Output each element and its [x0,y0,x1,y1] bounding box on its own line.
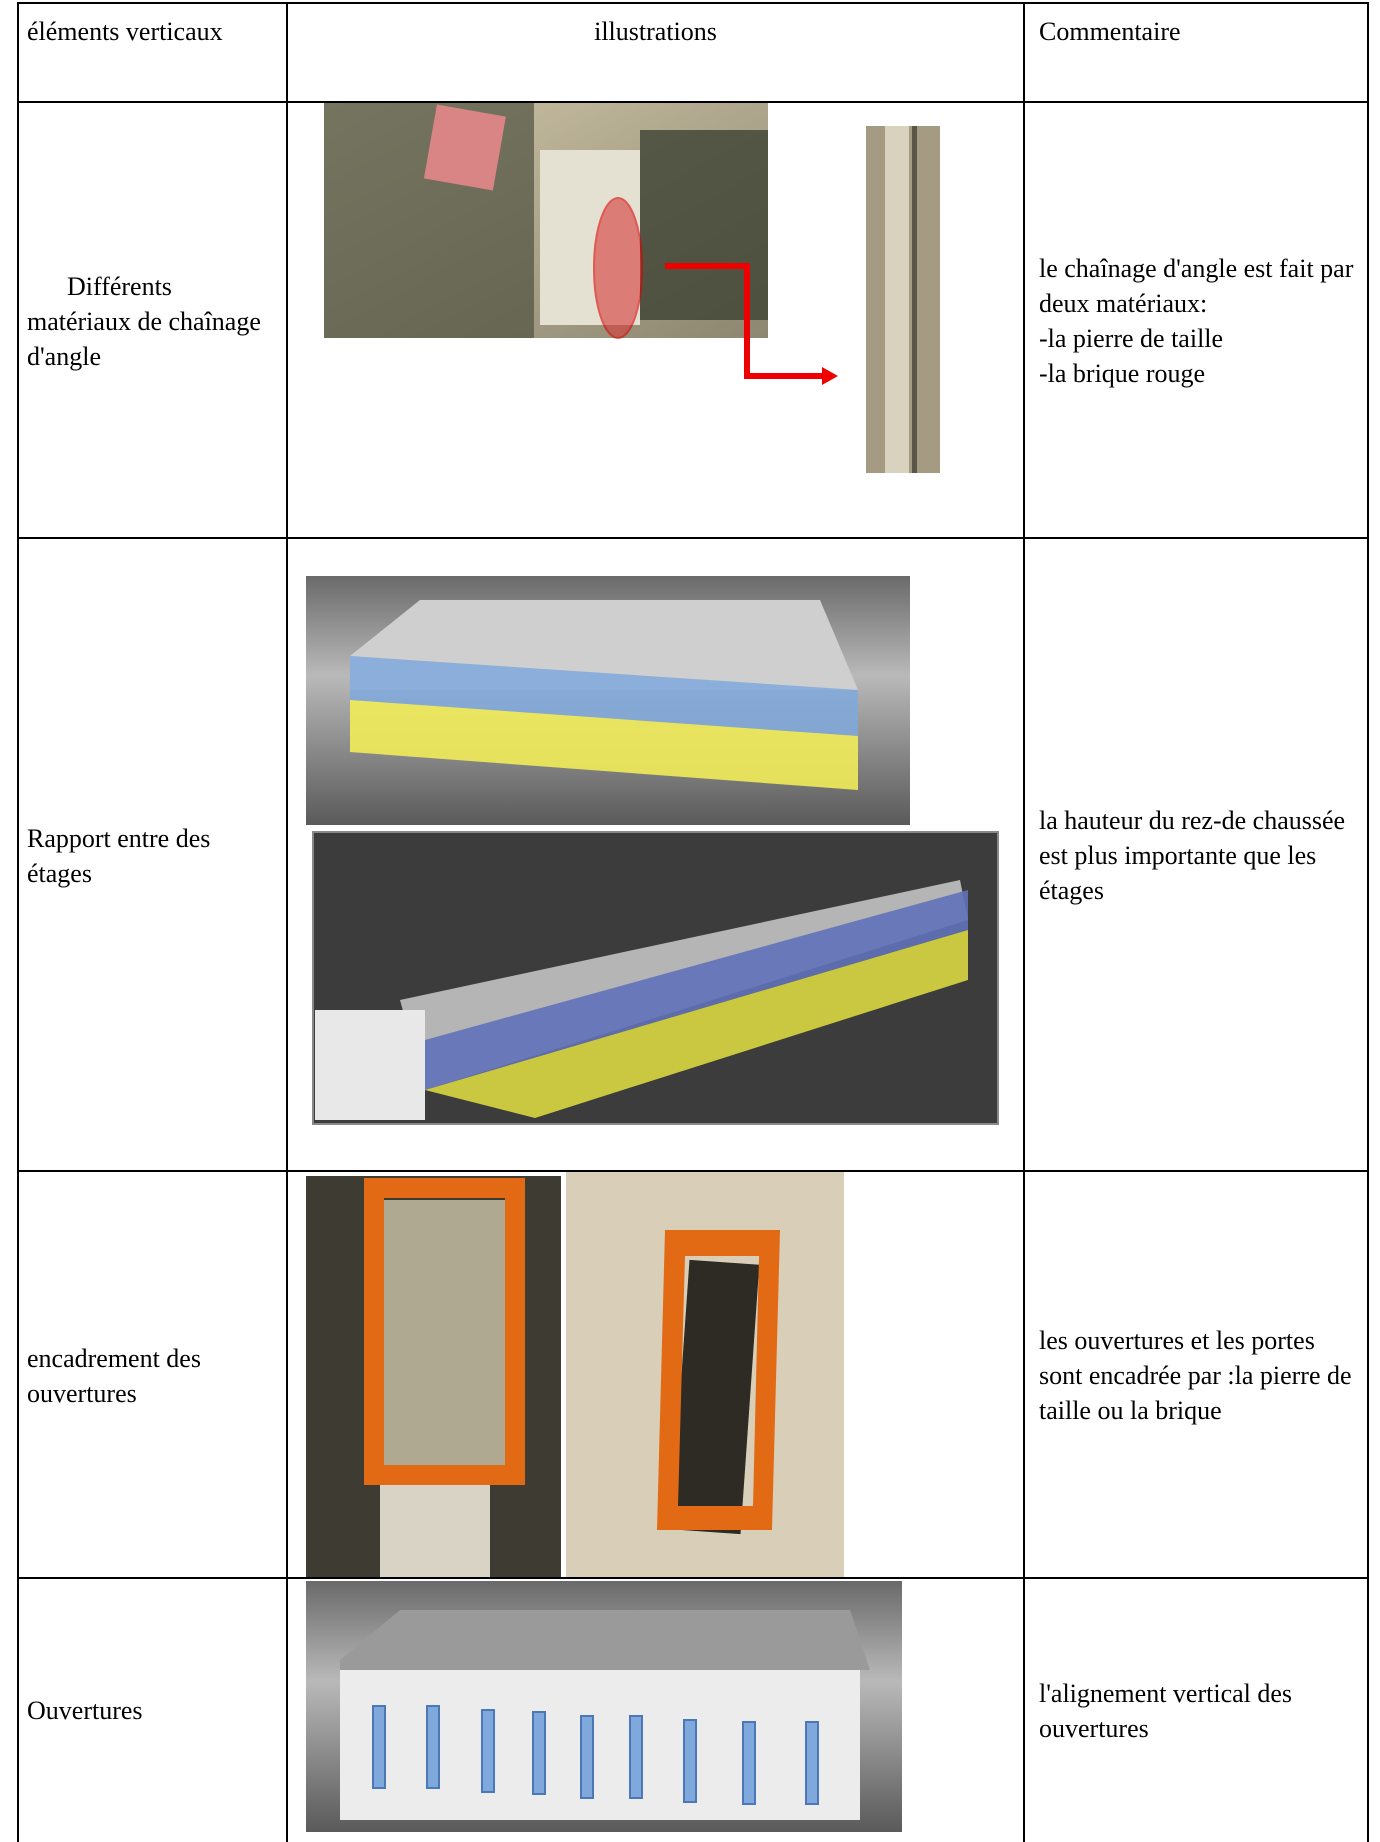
row-label: Rapport entre des étages [27,539,278,1172]
header-cell: éléments verticaux [27,17,223,46]
comment-line: la hauteur du rez-de chaussée est plus i… [1039,806,1346,905]
row-label: Ouvertures [27,1579,278,1842]
row-label: encadrement des ouvertures [27,1172,278,1579]
facade-photo [306,1581,902,1832]
comment: l'alignement vertical des ouvertures [1039,1579,1359,1842]
label-text: encadrement des ouvertures [27,1343,201,1408]
table-cell: la hauteur du rez-de chaussée est plus i… [1023,537,1369,1172]
comment-line: l'alignement vertical des ouvertures [1039,1678,1293,1743]
table-cell: éléments verticaux [17,2,288,103]
building-photo-2 [312,831,999,1125]
postcard-photo [324,103,838,385]
table-cell: l'alignement vertical des ouvertures [1023,1577,1369,1842]
comment: les ouvertures et les portes sont encadr… [1039,1172,1359,1579]
label-text: Ouvertures [27,1696,143,1725]
label-text: Différents matériaux de chaînage d'angle [27,271,261,371]
comment-line: les ouvertures et les portes sont encadr… [1039,1326,1352,1425]
window-photo-1 [306,1176,561,1577]
comment-line: le chaînage d'angle est fait par deux ma… [1039,254,1354,318]
table-cell: les ouvertures et les portes sont encadr… [1023,1170,1369,1579]
label-text: Rapport entre des étages [27,823,211,888]
comment: la hauteur du rez-de chaussée est plus i… [1039,539,1359,1172]
row-label: Différents matériaux de chaînage d'angle [27,103,278,539]
table-cell: Commentaire [1023,2,1369,103]
table-cell: encadrement des ouvertures [17,1170,288,1579]
comment-line: -la brique rouge [1039,359,1206,388]
comment-line: -la pierre de taille [1039,324,1224,353]
corner-detail-photo [866,126,940,473]
building-photo-1 [306,576,910,825]
header-cell: Commentaire [1039,17,1181,46]
table-cell: le chaînage d'angle est fait par deux ma… [1023,101,1369,539]
comment: le chaînage d'angle est fait par deux ma… [1039,103,1359,539]
header-cell: illustrations [594,17,717,46]
window-photo-2 [566,1172,844,1577]
